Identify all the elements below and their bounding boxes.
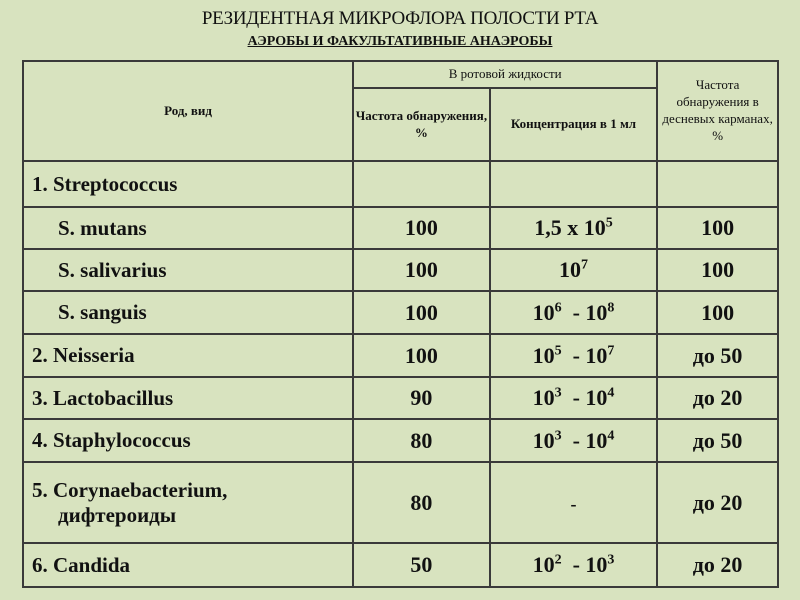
concentration-exponent: 8 xyxy=(607,300,615,316)
cell-gingival: 100 xyxy=(656,206,779,250)
cell-concentration: 107 xyxy=(488,248,659,292)
concentration-exponent: 2 xyxy=(554,552,562,568)
cell-gingival: до 20 xyxy=(656,461,779,544)
concentration-base: 10 xyxy=(532,342,555,368)
cell-gingival: до 20 xyxy=(656,542,779,588)
concentration-exponent: 3 xyxy=(607,552,615,568)
cell-frequency: 90 xyxy=(352,376,491,420)
cell-genus: 4. Staphylococcus xyxy=(21,418,355,463)
header-oral-fluid: В ротовой жидкости xyxy=(352,60,659,89)
concentration-base: 10 xyxy=(532,552,555,577)
cell-concentration: 103 - 104 xyxy=(488,376,659,420)
cell-genus: 5. Corynaebacterium, дифтероиды xyxy=(21,461,355,544)
concentration-exponent: 5 xyxy=(605,215,613,231)
concentration-exponent: 3 xyxy=(554,385,562,401)
genus-name: 3. Lactobacillus xyxy=(32,385,174,410)
cell-frequency: 100 xyxy=(352,290,491,335)
cell-concentration xyxy=(488,160,659,208)
cell-gingival: до 50 xyxy=(656,333,779,378)
cell-genus: S. salivarius xyxy=(21,248,355,292)
concentration-exponent: 7 xyxy=(581,257,588,273)
header-genus: Род, вид xyxy=(21,60,355,162)
concentration-base: - xyxy=(570,493,577,514)
cell-frequency: 100 xyxy=(352,248,491,292)
cell-genus: S. sanguis xyxy=(21,290,355,335)
genus-name: S. salivarius xyxy=(58,257,167,282)
cell-concentration: 106 - 108 xyxy=(488,290,659,335)
table-row: 4. Staphylococcus 80 103 - 104 до 50 xyxy=(21,418,779,463)
genus-name: 2. Neisseria xyxy=(32,343,135,367)
concentration-base: 10 xyxy=(532,427,555,453)
cell-frequency: 80 xyxy=(352,461,491,544)
cell-genus: S. mutans xyxy=(21,206,355,250)
table-row: 1. Streptococcus xyxy=(21,160,779,208)
genus-name: 4. Staphylococcus xyxy=(32,428,191,452)
cell-gingival: 100 xyxy=(656,248,779,292)
concentration-base: - 10 xyxy=(561,552,608,577)
concentration-base: 10 xyxy=(532,299,555,325)
table-row: S. sanguis 100 106 - 108 100 xyxy=(21,290,779,335)
microflora-table: Род, вид В ротовой жидкости Частота обна… xyxy=(21,60,779,588)
concentration-base: 10 xyxy=(559,257,581,282)
concentration-exponent: 5 xyxy=(554,343,562,359)
table-row: S. mutans 100 1,5 х 105 100 xyxy=(21,206,779,250)
table-row: 6. Candida 50 102 - 103 до 20 xyxy=(21,542,779,588)
genus-name: 5. Corynaebacterium, xyxy=(32,477,228,502)
genus-name: S. mutans xyxy=(58,215,147,240)
concentration-exponent: 4 xyxy=(607,385,615,401)
concentration-base: - 10 xyxy=(561,342,608,368)
cell-genus: 1. Streptococcus xyxy=(21,160,355,208)
concentration-exponent: 3 xyxy=(554,428,562,444)
concentration-exponent: 4 xyxy=(607,428,615,444)
cell-gingival: до 50 xyxy=(656,418,779,463)
cell-frequency: 100 xyxy=(352,206,491,250)
cell-frequency: 50 xyxy=(352,542,491,588)
header-concentration: Концентрация в 1 мл xyxy=(488,87,659,162)
cell-genus: 6. Candida xyxy=(21,542,355,588)
table-row: 3. Lactobacillus 90 103 - 104 до 20 xyxy=(21,376,779,420)
concentration-base: 10 xyxy=(532,385,555,410)
cell-concentration: - xyxy=(488,461,659,544)
concentration-base: - 10 xyxy=(561,385,608,410)
header-gingival: Частота обнаружения в десневых карманах,… xyxy=(656,60,779,162)
concentration-exponent: 6 xyxy=(554,300,562,316)
cell-gingival xyxy=(656,160,779,208)
cell-concentration: 102 - 103 xyxy=(488,542,659,588)
concentration-base: 1,5 х 10 xyxy=(534,215,606,240)
cell-genus: 3. Lactobacillus xyxy=(21,376,355,420)
header-frequency: Частота обнаружения, % xyxy=(352,87,491,162)
cell-concentration: 1,5 х 105 xyxy=(488,206,659,250)
table-row: 5. Corynaebacterium, дифтероиды 80- до 20 xyxy=(21,461,779,544)
cell-concentration: 105 - 107 xyxy=(488,333,659,378)
concentration-exponent: 7 xyxy=(607,343,615,359)
cell-gingival: 100 xyxy=(656,290,779,335)
cell-concentration: 103 - 104 xyxy=(488,418,659,463)
cell-frequency xyxy=(352,160,491,208)
genus-name-line2: дифтероиды xyxy=(58,502,177,527)
cell-genus: 2. Neisseria xyxy=(21,333,355,378)
cell-frequency: 100 xyxy=(352,333,491,378)
genus-name: 1. Streptococcus xyxy=(32,171,178,196)
cell-gingival: до 20 xyxy=(656,376,779,420)
table-row: 2. Neisseria 100 105 - 107 до 50 xyxy=(21,333,779,378)
table-row: S. salivarius 100 107 100 xyxy=(21,248,779,292)
concentration-base: - 10 xyxy=(561,299,608,325)
genus-name: 6. Candida xyxy=(32,552,131,577)
slide-subtitle: АЭРОБЫ И ФАКУЛЬТАТИВНЫЕ АНАЭРОБЫ xyxy=(247,34,553,49)
cell-frequency: 80 xyxy=(352,418,491,463)
slide-title: РЕЗИДЕНТНАЯ МИКРОФЛОРА ПОЛОСТИ РТА xyxy=(201,8,599,29)
concentration-base: - 10 xyxy=(561,427,608,453)
genus-name: S. sanguis xyxy=(58,300,147,324)
